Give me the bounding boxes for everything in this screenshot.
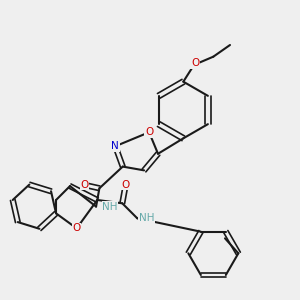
Text: NH: NH — [102, 202, 118, 212]
Text: O: O — [73, 223, 81, 233]
Text: N: N — [112, 141, 119, 151]
Text: O: O — [145, 127, 153, 137]
Text: O: O — [122, 180, 130, 190]
Text: O: O — [191, 58, 199, 68]
Text: NH: NH — [139, 213, 154, 223]
Text: O: O — [80, 180, 88, 190]
